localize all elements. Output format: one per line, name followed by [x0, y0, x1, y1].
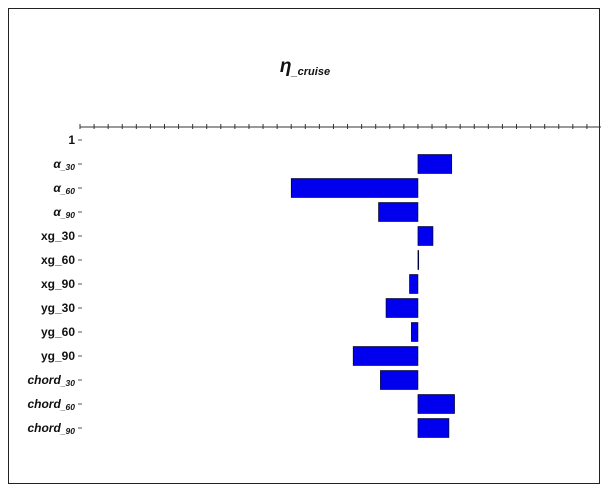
category-label: chord_60: [27, 397, 75, 412]
chart-frame: η_cruise 1 α_30 α_60 α_90 xg_30 xg_60 xg_90 yg_3…: [8, 8, 601, 484]
bar: [417, 226, 434, 246]
chart-title-sub: _cruise: [291, 66, 331, 78]
bar: [380, 370, 419, 390]
bar: [417, 418, 450, 438]
category-label: xg_60: [41, 253, 75, 267]
category-label: chord_90: [27, 421, 75, 436]
bar: [378, 202, 419, 222]
bar: [409, 274, 419, 294]
bar: [417, 250, 420, 270]
bar: [411, 322, 419, 342]
category-label: 1: [68, 133, 75, 147]
category-label: yg_60: [41, 325, 75, 339]
chart-title-main: η: [280, 56, 292, 77]
category-label: xg_30: [41, 229, 75, 243]
bar: [352, 346, 419, 366]
sensitivity-bar-chart: η_cruise 1 α_30 α_60 α_90 xg_30 xg_60 xg_90 yg_3…: [27, 56, 601, 438]
category-label: yg_90: [41, 349, 75, 363]
bar: [417, 154, 453, 174]
bar: [417, 394, 455, 414]
category-label: α_30: [53, 157, 75, 172]
category-label: xg_90: [41, 277, 75, 291]
category-label: yg_30: [41, 301, 75, 315]
category-label: α_90: [53, 205, 75, 220]
bar: [385, 298, 419, 318]
bar: [290, 178, 419, 198]
category-label: chord_30: [27, 373, 75, 388]
chart-title: η_cruise: [280, 56, 330, 78]
category-label: α_60: [53, 181, 75, 196]
